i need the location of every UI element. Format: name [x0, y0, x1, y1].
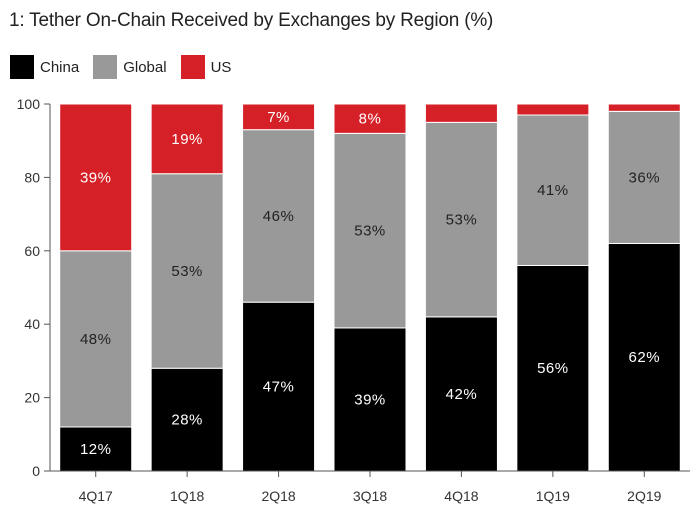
- x-tick-label-4Q17: 4Q17: [79, 488, 113, 504]
- data-label-china-2Q19: 62%: [629, 349, 661, 366]
- bar-china-2Q19: [607, 242, 681, 472]
- y-tick-label-40: 40: [24, 316, 40, 332]
- bar-global-3Q18: [333, 132, 407, 329]
- data-label-china-2Q18: 47%: [263, 379, 295, 396]
- bar-global-2Q19: [607, 110, 681, 244]
- bar-global-4Q18: [424, 121, 498, 318]
- legend-swatch-china: [10, 55, 34, 79]
- legend-label-us: US: [210, 58, 232, 76]
- data-label-global-2Q19: 36%: [629, 169, 661, 186]
- data-label-china-4Q18: 42%: [446, 386, 478, 403]
- bar-global-4Q17: [59, 250, 133, 428]
- bar-us-1Q18: [150, 103, 224, 175]
- bar-china-4Q17: [59, 426, 133, 472]
- bar-us-4Q18: [424, 103, 498, 123]
- data-label-china-3Q18: 39%: [354, 391, 386, 408]
- bar-us-2Q18: [242, 103, 316, 131]
- x-tick-label-2Q19: 2Q19: [627, 488, 661, 504]
- bar-global-2Q18: [242, 129, 316, 303]
- legend-swatch-us: [180, 55, 205, 79]
- data-label-us-4Q17: 39%: [80, 169, 112, 186]
- y-tick-label-100: 100: [17, 96, 41, 112]
- x-tick-label-3Q18: 3Q18: [353, 488, 387, 504]
- data-label-china-1Q18: 28%: [171, 412, 203, 429]
- data-label-global-1Q19: 41%: [537, 182, 569, 199]
- bar-china-1Q19: [516, 264, 590, 472]
- legend-item-china: China: [10, 55, 79, 79]
- y-tick-label-80: 80: [24, 169, 40, 185]
- legend-item-global: Global: [93, 55, 167, 79]
- bar-china-2Q18: [242, 301, 316, 472]
- x-tick-label-1Q18: 1Q18: [170, 488, 204, 504]
- x-tick-label-4Q18: 4Q18: [444, 488, 478, 504]
- legend-label-global: Global: [123, 58, 167, 76]
- data-label-global-3Q18: 53%: [354, 223, 386, 240]
- data-label-china-4Q17: 12%: [80, 441, 112, 458]
- data-label-us-1Q18: 19%: [171, 131, 203, 148]
- data-label-us-2Q18: 7%: [267, 109, 290, 126]
- bar-china-1Q18: [150, 367, 224, 472]
- bar-us-3Q18: [333, 103, 407, 134]
- bar-global-1Q19: [516, 114, 590, 266]
- y-tick-label-60: 60: [24, 243, 40, 259]
- legend-label-china: China: [40, 58, 80, 76]
- legend-swatch-global: [93, 55, 118, 79]
- data-label-us-3Q18: 8%: [359, 111, 382, 128]
- data-label-global-2Q18: 46%: [263, 208, 295, 225]
- legend-item-us: US: [180, 55, 232, 79]
- x-tick-label-2Q18: 2Q18: [261, 488, 295, 504]
- data-label-china-1Q19: 56%: [537, 360, 569, 377]
- y-tick-label-20: 20: [24, 390, 40, 406]
- bar-us-4Q17: [59, 103, 133, 252]
- data-label-global-1Q18: 53%: [171, 263, 203, 280]
- legend: China Global US: [10, 55, 245, 79]
- chart-title: 1: Tether On-Chain Received by Exchanges…: [9, 10, 494, 31]
- bar-china-4Q18: [424, 316, 498, 472]
- x-tick-label-1Q19: 1Q19: [536, 488, 570, 504]
- bar-us-2Q19: [607, 103, 681, 112]
- bar-china-3Q18: [333, 327, 407, 472]
- data-label-global-4Q17: 48%: [80, 331, 112, 348]
- bar-global-1Q18: [150, 173, 224, 369]
- data-label-global-4Q18: 53%: [446, 212, 478, 229]
- y-tick-label-0: 0: [32, 463, 40, 479]
- bar-us-1Q19: [516, 103, 590, 116]
